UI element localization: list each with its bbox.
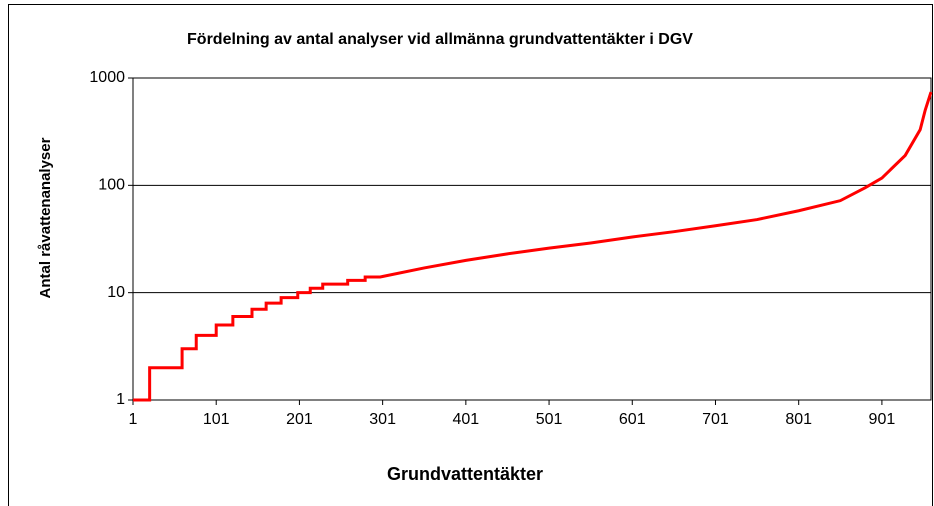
x-tick-label: 101 bbox=[203, 411, 230, 428]
x-tick-label: 901 bbox=[869, 411, 896, 428]
y-tick-label: 1000 bbox=[89, 69, 125, 86]
y-axis-label: Antal råvattenanalyser bbox=[37, 137, 54, 298]
chart-title: Fördelning av antal analyser vid allmänn… bbox=[187, 31, 693, 48]
y-tick-label: 1 bbox=[116, 391, 125, 408]
data-line bbox=[133, 91, 933, 402]
x-tick-label: 1 bbox=[129, 411, 138, 428]
x-tick-label: 801 bbox=[785, 411, 812, 428]
x-tick-label: 201 bbox=[286, 411, 313, 428]
x-tick-label: 601 bbox=[619, 411, 646, 428]
x-tick-label: 501 bbox=[536, 411, 563, 428]
y-tick-label: 100 bbox=[98, 177, 125, 194]
x-axis-label: Grundvattentäkter bbox=[387, 464, 543, 484]
plot-area bbox=[132, 77, 932, 401]
x-tick-label: 301 bbox=[369, 411, 396, 428]
x-tick-label: 401 bbox=[452, 411, 479, 428]
y-tick-label: 10 bbox=[107, 284, 125, 301]
x-tick-label: 701 bbox=[702, 411, 729, 428]
